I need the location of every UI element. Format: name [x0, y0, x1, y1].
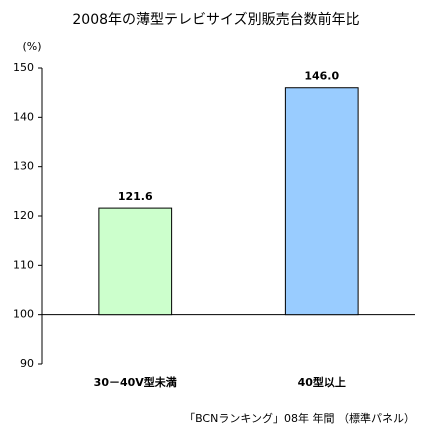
bar [98, 207, 173, 316]
y-tick-label: 100 [13, 308, 34, 321]
x-tick-label: 40型以上 [298, 375, 346, 389]
y-axis-label: (%) [22, 40, 41, 53]
y-tick-label: 110 [13, 258, 34, 271]
x-tick-label: 30－40V型未満 [94, 375, 177, 389]
value-label: 121.6 [118, 190, 153, 203]
y-tick-label: 90 [20, 357, 34, 370]
y-tick-label: 120 [13, 209, 34, 222]
value-label: 146.0 [304, 70, 339, 83]
source-note: 「BCNランキング」08年 年間 （標準パネル） [184, 411, 415, 425]
y-tick-label: 140 [13, 110, 34, 123]
y-tick-label: 150 [13, 61, 34, 74]
bar [284, 87, 359, 316]
y-tick-label: 130 [13, 160, 34, 173]
chart-title: 2008年の薄型テレビサイズ別販売台数前年比 [72, 11, 359, 28]
